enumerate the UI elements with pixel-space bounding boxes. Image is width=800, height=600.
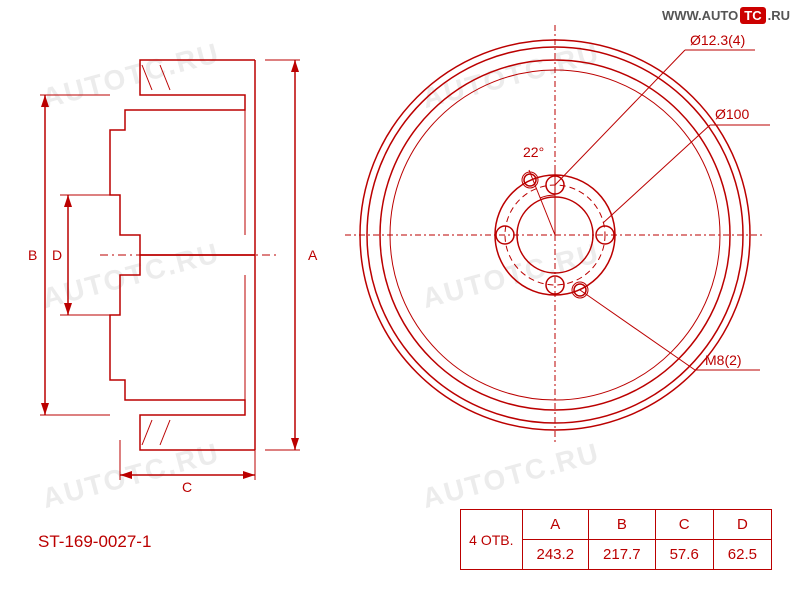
dim-label-b: B (28, 247, 37, 263)
front-view: 22° Ø12.3(4) Ø100 M8(2) (345, 25, 770, 445)
callout-thread: M8(2) (705, 352, 742, 368)
angle-label: 22° (523, 144, 544, 160)
callout-pcd: Ø100 (715, 106, 749, 122)
dim-label-a: A (308, 247, 318, 263)
hole-count: 4 (469, 532, 477, 548)
table-header: D (713, 510, 771, 540)
dim-label-c: C (182, 479, 192, 495)
dimension-table: 4 ОТВ. A B C D 243.2 217.7 57.6 62.5 (460, 509, 772, 570)
table-header: A (522, 510, 589, 540)
side-view: A B D C (28, 60, 318, 495)
hole-unit: ОТВ. (481, 532, 514, 548)
table-cell: 62.5 (713, 540, 771, 570)
table-cell: 243.2 (522, 540, 589, 570)
callout-bolt: Ø12.3(4) (690, 32, 745, 48)
dim-label-d: D (52, 247, 62, 263)
table-header: C (655, 510, 713, 540)
table-cell: 217.7 (589, 540, 656, 570)
table-side-label: 4 ОТВ. (461, 510, 522, 570)
table-cell: 57.6 (655, 540, 713, 570)
part-number: ST-169-0027-1 (38, 532, 151, 552)
table-header: B (589, 510, 656, 540)
